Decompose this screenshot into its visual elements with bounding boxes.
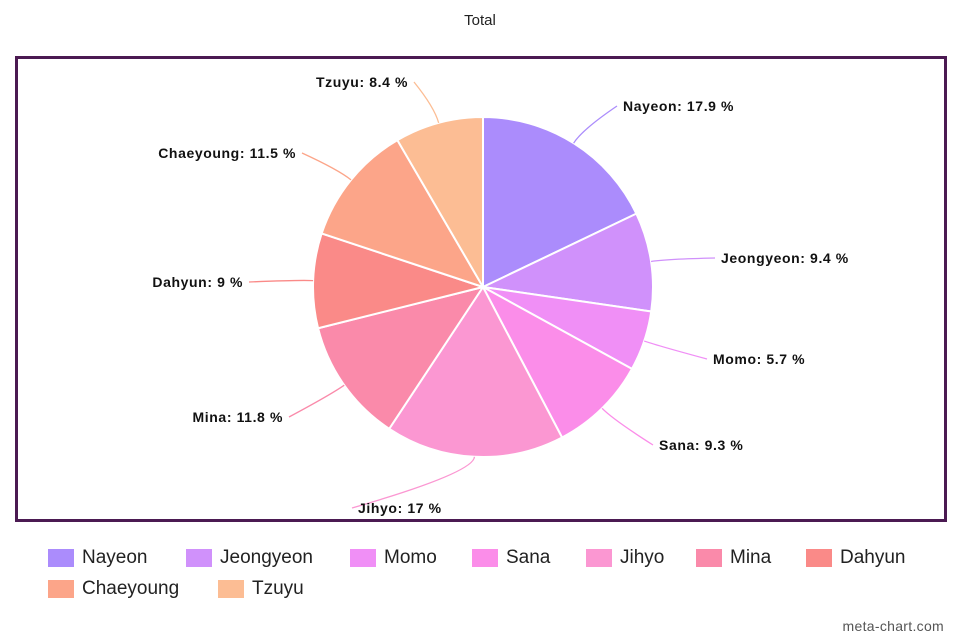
legend-label-chaeyoung: Chaeyoung [82,578,180,599]
label-connector-jihyo [351,456,476,509]
legend-item-mina[interactable]: Mina [696,546,771,570]
legend-label-tzuyu: Tzuyu [252,578,304,599]
slice-label-mina: Mina: 11.8 % [193,409,283,425]
legend-item-momo[interactable]: Momo [350,546,437,570]
legend-swatch-chaeyoung [48,580,74,598]
pie-slice-chaeyoung[interactable] [320,138,486,289]
legend-label-nayeon: Nayeon [82,547,148,568]
label-connector-momo [643,340,708,360]
legend-item-chaeyoung[interactable]: Chaeyoung [48,577,179,601]
label-connector-sana [601,407,654,446]
pie-chart: Nayeon: 17.9 % Jeongyeon: 9.4 % Momo: 5.7 … [152,74,848,516]
legend-swatch-nayeon [48,549,74,567]
label-connector-tzuyu [413,81,440,124]
legend-swatch-jihyo [586,549,612,567]
label-connectors [248,81,716,509]
slice-label-dahyun: Dahyun: 9 % [152,274,243,290]
legend-item-nayeon[interactable]: Nayeon [48,546,148,570]
pie-slice-jihyo[interactable] [387,285,564,458]
legend-swatch-sana [472,549,498,567]
legend-label-jeongyeon: Jeongyeon [220,547,313,568]
slice-label-nayeon: Nayeon: 17.9 % [623,98,734,114]
legend-label-dahyun: Dahyun [840,547,906,568]
pie-slice-dahyun[interactable] [312,232,487,330]
label-connector-dahyun [248,279,314,283]
legend-swatch-tzuyu [218,580,244,598]
pie-slices [312,115,654,458]
label-connector-nayeon [573,105,618,144]
plot-area: Nayeon: 17.9 % Jeongyeon: 9.4 % Momo: 5.7 … [15,56,947,522]
legend-swatch-momo [350,549,376,567]
label-connector-chaeyoung [301,152,352,181]
legend-item-sana[interactable]: Sana [472,546,550,570]
chart-title: Total [464,12,496,29]
legend-swatch-jeongyeon [186,549,212,567]
slice-labels: Nayeon: 17.9 % Jeongyeon: 9.4 % Momo: 5.7 … [152,74,848,516]
legend-label-sana: Sana [506,547,551,568]
legend-label-mina: Mina [730,547,772,568]
label-connector-mina [288,384,345,418]
legend-swatch-dahyun [806,549,832,567]
pie-slice-tzuyu[interactable] [396,115,484,291]
legend-item-tzuyu[interactable]: Tzuyu [218,577,304,601]
label-connector-jeongyeon [650,257,716,263]
slice-label-jeongyeon: Jeongyeon: 9.4 % [721,250,849,266]
slice-label-momo: Momo: 5.7 % [713,351,805,367]
legend-label-jihyo: Jihyo [620,547,665,568]
slice-label-tzuyu: Tzuyu: 8.4 % [316,74,408,90]
slice-label-jihyo: Jihyo: 17 % [358,500,442,516]
slice-label-chaeyoung: Chaeyoung: 11.5 % [158,145,296,161]
legend-item-jihyo[interactable]: Jihyo [586,546,664,570]
legend-item-dahyun[interactable]: Dahyun [806,546,906,570]
legend-swatch-mina [696,549,722,567]
watermark: meta-chart.com [842,618,944,634]
slice-label-sana: Sana: 9.3 % [659,437,743,453]
pie-slice-sana[interactable] [480,284,634,439]
legend-label-momo: Momo [384,547,437,568]
legend-item-jeongyeon[interactable]: Jeongyeon [186,546,313,570]
